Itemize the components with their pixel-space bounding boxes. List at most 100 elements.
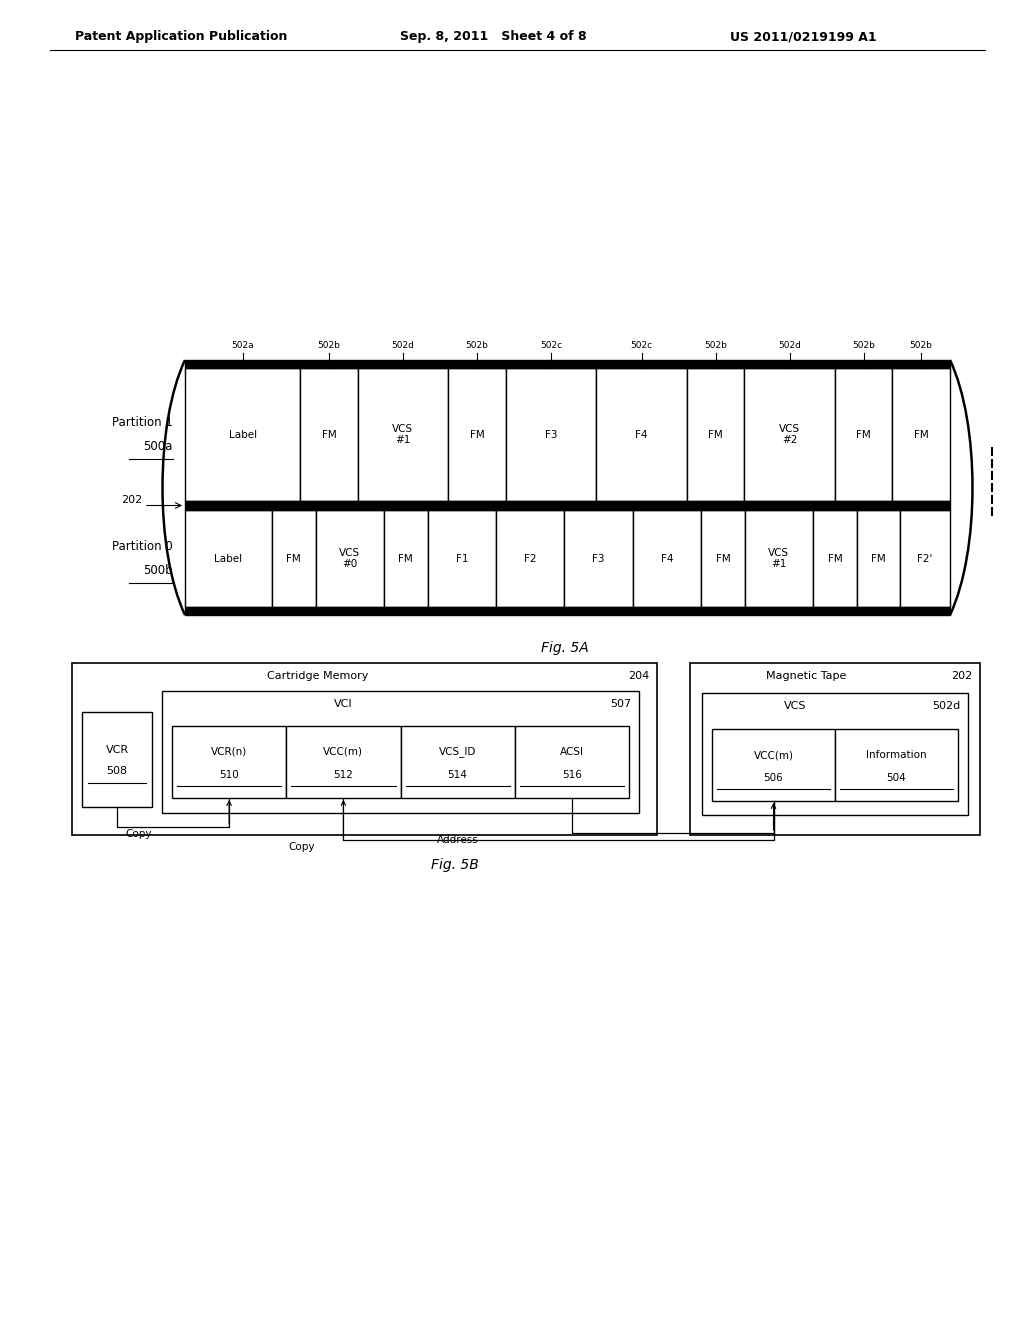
Text: Copy: Copy bbox=[289, 842, 314, 851]
Text: Copy: Copy bbox=[125, 829, 152, 840]
Bar bbox=[185, 502, 950, 510]
Text: 514: 514 bbox=[447, 770, 468, 780]
Bar bbox=[835, 368, 893, 502]
Text: ACSI: ACSI bbox=[560, 747, 584, 756]
Bar bbox=[185, 607, 950, 615]
Text: Fig. 5A: Fig. 5A bbox=[541, 642, 589, 655]
Text: Patent Application Publication: Patent Application Publication bbox=[75, 30, 288, 44]
Bar bbox=[744, 368, 835, 502]
Bar bbox=[506, 368, 596, 502]
Text: Cartridge Memory: Cartridge Memory bbox=[267, 671, 369, 681]
Text: VCI: VCI bbox=[334, 700, 352, 709]
Bar bbox=[300, 368, 357, 502]
Bar bbox=[701, 510, 744, 607]
Text: F4: F4 bbox=[635, 429, 648, 440]
Text: 502c: 502c bbox=[540, 341, 562, 350]
Text: 504: 504 bbox=[887, 774, 906, 783]
Text: FM: FM bbox=[871, 553, 886, 564]
Bar bbox=[315, 510, 384, 607]
Bar bbox=[515, 726, 629, 799]
Text: US 2011/0219199 A1: US 2011/0219199 A1 bbox=[730, 30, 877, 44]
Bar bbox=[596, 368, 687, 502]
Text: VCS
#2: VCS #2 bbox=[779, 424, 800, 445]
Text: VCS
#0: VCS #0 bbox=[339, 548, 360, 569]
Text: 502c: 502c bbox=[631, 341, 652, 350]
Bar bbox=[72, 663, 657, 836]
Bar bbox=[428, 510, 496, 607]
Bar bbox=[564, 510, 633, 607]
Bar bbox=[172, 726, 287, 799]
Text: F3: F3 bbox=[545, 429, 557, 440]
Text: 506: 506 bbox=[764, 774, 783, 783]
Text: 502b: 502b bbox=[705, 341, 727, 350]
Text: F2: F2 bbox=[524, 553, 537, 564]
Text: 508: 508 bbox=[106, 767, 128, 776]
Bar bbox=[496, 510, 564, 607]
Text: 507: 507 bbox=[610, 700, 631, 709]
Bar bbox=[400, 726, 515, 799]
Bar bbox=[287, 726, 400, 799]
Bar bbox=[384, 510, 428, 607]
Text: Label: Label bbox=[214, 553, 243, 564]
Text: Label: Label bbox=[228, 429, 257, 440]
Text: Fig. 5B: Fig. 5B bbox=[431, 858, 479, 873]
Bar bbox=[744, 510, 813, 607]
Text: 500b: 500b bbox=[143, 564, 173, 577]
Bar bbox=[900, 510, 950, 607]
Text: VCS_ID: VCS_ID bbox=[439, 747, 476, 758]
Text: VCR(n): VCR(n) bbox=[211, 747, 247, 756]
Text: 202: 202 bbox=[121, 495, 142, 506]
Bar bbox=[633, 510, 701, 607]
Text: 502b: 502b bbox=[909, 341, 933, 350]
Text: VCC(m): VCC(m) bbox=[754, 750, 794, 760]
Text: 202: 202 bbox=[950, 671, 972, 681]
Text: Magnetic Tape: Magnetic Tape bbox=[766, 671, 846, 681]
Text: F2': F2' bbox=[918, 553, 933, 564]
Text: VCC(m): VCC(m) bbox=[324, 747, 364, 756]
Text: Partition 0: Partition 0 bbox=[113, 540, 173, 553]
Bar bbox=[449, 368, 506, 502]
Text: 502d: 502d bbox=[391, 341, 415, 350]
Text: F1: F1 bbox=[456, 553, 468, 564]
Bar bbox=[712, 729, 835, 801]
Text: FM: FM bbox=[716, 553, 730, 564]
Text: FM: FM bbox=[398, 553, 413, 564]
Bar bbox=[687, 368, 744, 502]
Bar bbox=[185, 510, 272, 607]
Text: FM: FM bbox=[287, 553, 301, 564]
Bar bbox=[185, 368, 950, 374]
Text: 510: 510 bbox=[219, 770, 239, 780]
Text: 512: 512 bbox=[334, 770, 353, 780]
Text: F3: F3 bbox=[592, 553, 605, 564]
Bar bbox=[813, 510, 857, 607]
Bar bbox=[185, 368, 300, 502]
Text: VCS
#1: VCS #1 bbox=[392, 424, 414, 445]
Bar bbox=[835, 729, 958, 801]
Text: 502b: 502b bbox=[317, 341, 340, 350]
Bar bbox=[893, 368, 950, 502]
Text: VCS: VCS bbox=[783, 701, 806, 711]
Text: Information: Information bbox=[866, 750, 927, 760]
Text: Partition 1: Partition 1 bbox=[112, 416, 173, 429]
Bar bbox=[702, 693, 968, 814]
Text: 204: 204 bbox=[628, 671, 649, 681]
Text: FM: FM bbox=[470, 429, 484, 440]
Text: 502b: 502b bbox=[466, 341, 488, 350]
Bar bbox=[82, 711, 152, 807]
Bar bbox=[185, 602, 950, 607]
Text: F4: F4 bbox=[660, 553, 673, 564]
Text: Address: Address bbox=[437, 836, 478, 845]
Text: FM: FM bbox=[709, 429, 723, 440]
Bar bbox=[357, 368, 449, 502]
Text: FM: FM bbox=[322, 429, 336, 440]
Bar bbox=[690, 663, 980, 836]
Text: VCS
#1: VCS #1 bbox=[768, 548, 790, 569]
Text: 502b: 502b bbox=[852, 341, 876, 350]
Text: 516: 516 bbox=[562, 770, 582, 780]
Bar bbox=[162, 690, 639, 813]
Text: FM: FM bbox=[913, 429, 929, 440]
Text: 502d: 502d bbox=[932, 701, 961, 711]
Text: 500a: 500a bbox=[143, 440, 173, 453]
Text: VCR: VCR bbox=[105, 744, 129, 755]
Text: FM: FM bbox=[827, 553, 843, 564]
